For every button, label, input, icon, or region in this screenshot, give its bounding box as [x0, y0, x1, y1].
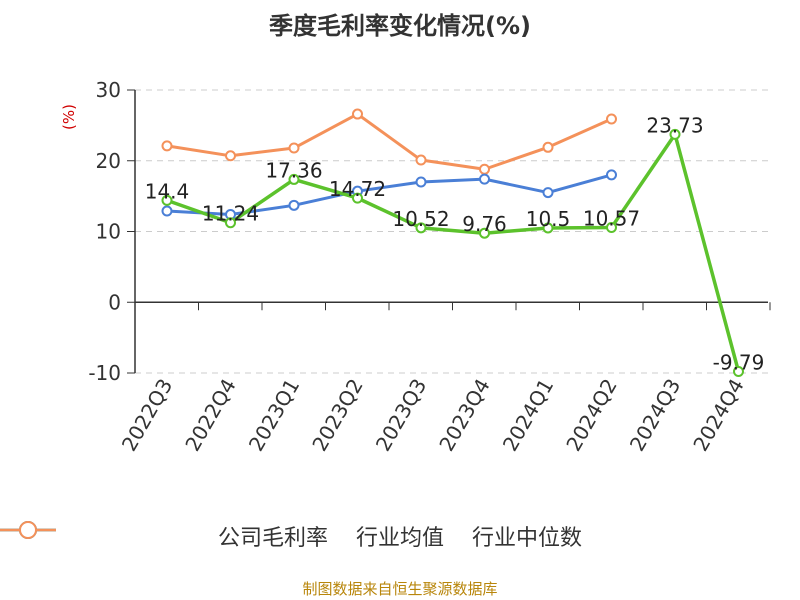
data-label: 10.52	[392, 207, 449, 231]
data-label: 10.57	[583, 206, 640, 230]
x-tick-label: 2023Q3	[371, 375, 431, 456]
data-point	[225, 217, 236, 229]
data-point	[669, 128, 681, 140]
legend: 公司毛利率 行业均值 行业中位数	[0, 520, 800, 552]
legend-label: 行业均值	[355, 526, 444, 551]
data-label: 9.76	[462, 212, 507, 236]
data-point	[542, 222, 554, 234]
data-point	[479, 227, 490, 239]
x-tick-label: 2024Q4	[688, 375, 748, 456]
data-point	[733, 366, 744, 378]
data-point	[415, 154, 427, 166]
series-line	[166, 112, 613, 171]
y-tick-label: 20	[96, 149, 121, 173]
data-point	[415, 222, 427, 234]
data-point	[161, 140, 173, 152]
data-point	[606, 221, 617, 233]
data-point	[161, 205, 173, 217]
data-point	[352, 108, 363, 120]
x-tick-label: 2022Q3	[117, 375, 177, 456]
x-tick-label: 2024Q1	[498, 375, 558, 456]
data-point	[542, 187, 554, 199]
data-label: 17.36	[265, 158, 322, 182]
legend-label: 公司毛利率	[217, 526, 328, 551]
data-source: 制图数据来自恒生聚源数据库	[302, 580, 498, 598]
data-point	[479, 173, 490, 185]
chart-title: 季度毛利率变化情况(%)	[269, 12, 531, 40]
data-point	[225, 150, 236, 162]
x-tick-label: 2024Q3	[625, 375, 685, 456]
legend-swatch-orange	[0, 521, 56, 539]
data-label: 14.4	[145, 179, 190, 203]
series-line	[166, 173, 612, 217]
series-line	[166, 132, 741, 372]
data-point	[352, 192, 363, 204]
y-tick-label: 10	[96, 220, 121, 244]
x-tick-label: 2022Q4	[180, 375, 240, 456]
data-label: -9.79	[713, 351, 765, 375]
data-point	[161, 194, 173, 206]
y-tick-label: -10	[88, 361, 121, 385]
data-label: 14.72	[329, 177, 386, 201]
y-tick-label: 30	[96, 78, 121, 102]
data-label: 10.5	[526, 207, 571, 231]
data-point	[288, 199, 300, 211]
data-point	[479, 163, 490, 175]
data-label: 23.73	[646, 113, 703, 137]
data-point	[288, 173, 300, 185]
x-tick-label: 2023Q4	[434, 375, 494, 456]
legend-item-industry-median[interactable]: 行业中位数	[0, 520, 583, 552]
y-tick-label: 0	[108, 290, 121, 314]
data-point	[542, 141, 554, 153]
x-tick-label: 2024Q2	[561, 375, 621, 456]
legend-label: 行业中位数	[472, 526, 583, 551]
x-tick-label: 2023Q1	[244, 375, 304, 456]
legend-item-gross-margin[interactable]: 公司毛利率	[0, 520, 328, 552]
data-point	[606, 169, 617, 181]
data-point	[415, 176, 427, 188]
x-tick-label: 2023Q2	[307, 375, 367, 456]
data-point	[288, 142, 300, 154]
legend-item-industry-mean[interactable]: 行业均值	[0, 520, 444, 552]
data-point	[606, 113, 617, 125]
data-label: 11.24	[202, 202, 259, 226]
